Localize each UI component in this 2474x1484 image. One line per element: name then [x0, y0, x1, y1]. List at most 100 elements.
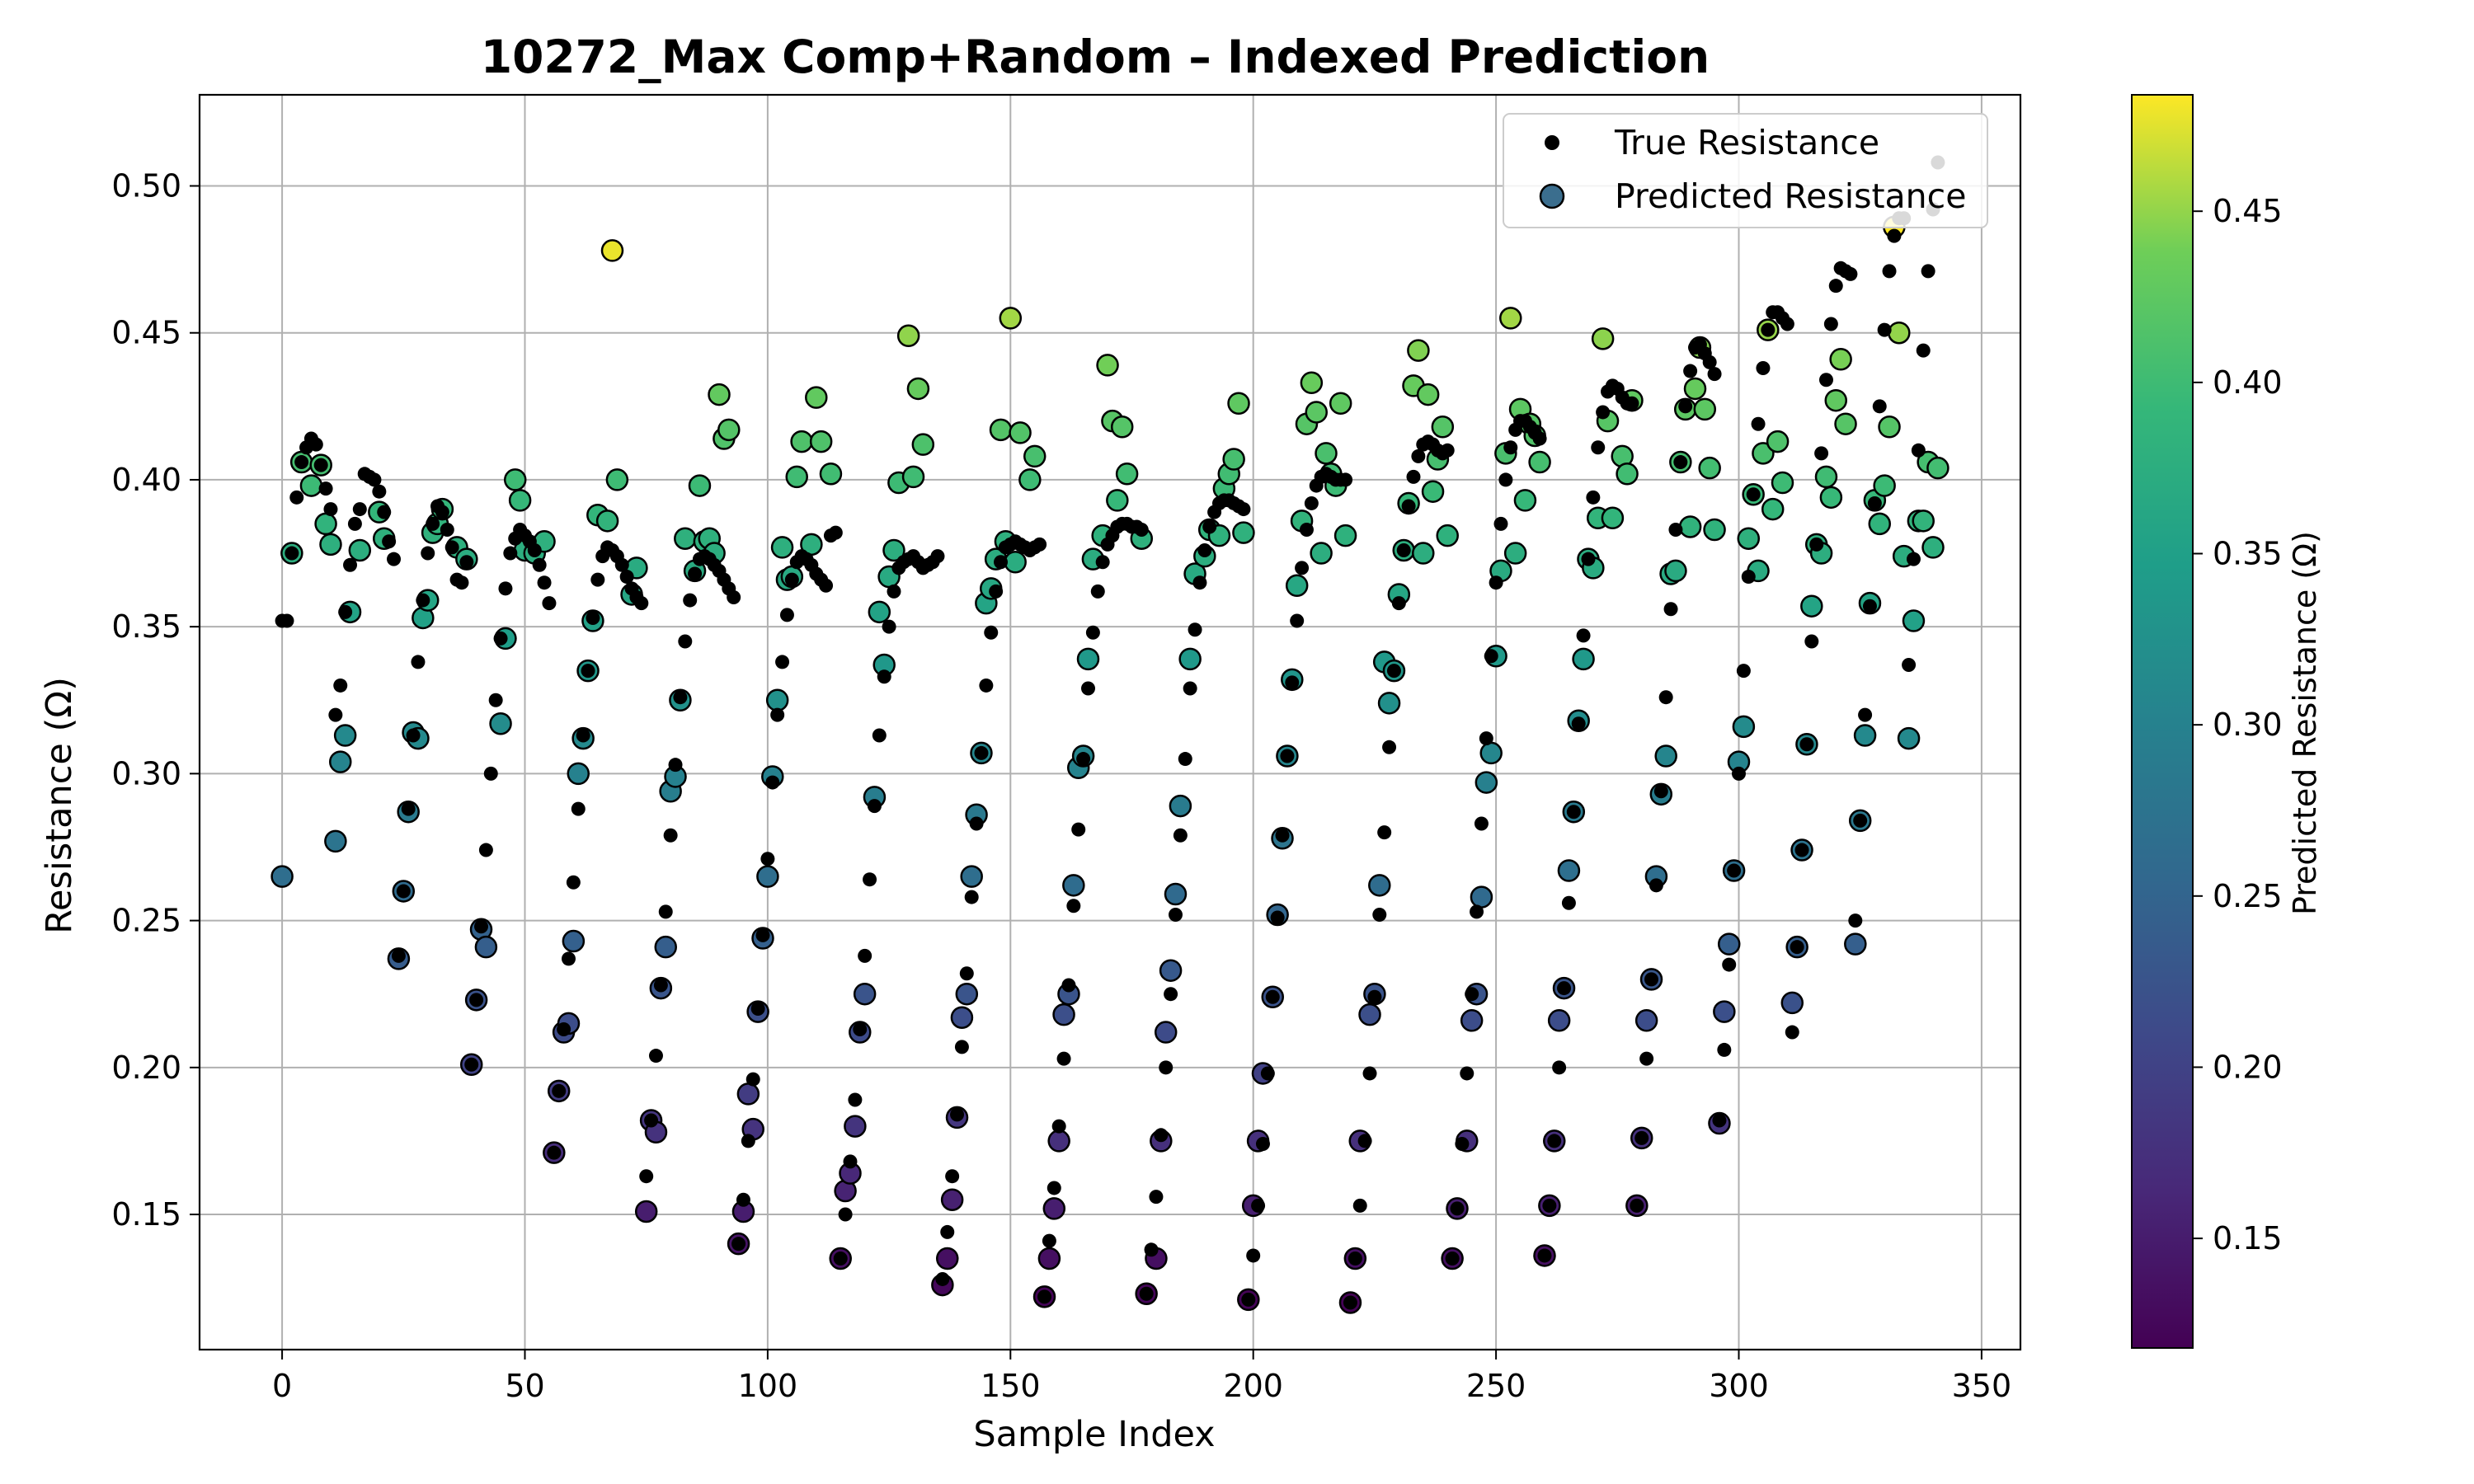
true-point	[1367, 989, 1382, 1004]
true-point	[313, 458, 328, 472]
true-point	[474, 919, 489, 934]
predicted-point	[1047, 1129, 1070, 1153]
true-point	[1489, 575, 1503, 590]
true-point	[1183, 681, 1197, 696]
predicted-point	[1329, 392, 1352, 416]
true-point	[755, 928, 770, 942]
true-point	[1853, 813, 1868, 828]
true-point	[1493, 516, 1508, 531]
colorbar-label: Predicted Resistance (Ω)	[2287, 531, 2323, 915]
predicted-point	[1023, 444, 1047, 468]
true-point	[1751, 416, 1766, 431]
predicted-point	[1305, 401, 1328, 424]
true-point	[1061, 978, 1076, 993]
true-point	[1828, 279, 1843, 294]
true-point	[1576, 628, 1591, 643]
predicted-point	[1780, 991, 1804, 1015]
true-point	[586, 610, 600, 625]
predicted-point	[474, 935, 498, 959]
true-point	[532, 557, 547, 572]
true-point	[1154, 1128, 1169, 1143]
predicted-point	[333, 724, 357, 747]
true-point	[391, 948, 406, 963]
true-point	[668, 758, 683, 773]
true-point	[1042, 1233, 1056, 1248]
true-point	[561, 951, 576, 966]
true-point	[1076, 752, 1091, 767]
true-point	[1260, 1066, 1275, 1081]
true-point	[1299, 523, 1314, 538]
y-tick-label: 0.40	[111, 462, 181, 498]
true-point	[401, 801, 416, 816]
true-point	[426, 516, 440, 531]
predicted-point	[1042, 1197, 1066, 1220]
true-point	[552, 1083, 567, 1098]
colorbar-gradient	[2131, 94, 2194, 1349]
true-point	[1164, 987, 1178, 1002]
true-point	[1241, 1292, 1256, 1307]
true-point	[1149, 1190, 1164, 1205]
true-point	[1290, 613, 1305, 628]
true-point	[289, 490, 304, 505]
predicted-point	[595, 510, 619, 533]
predicted-point	[1310, 542, 1333, 565]
predicted-point	[1912, 510, 1935, 533]
predicted-point	[717, 418, 741, 442]
colorbar-tick-label: 0.30	[2213, 707, 2283, 743]
predicted-point	[1037, 1247, 1061, 1270]
y-tick-label: 0.50	[111, 167, 181, 204]
predicted-point	[1377, 692, 1401, 715]
y-tick-label: 0.45	[111, 315, 181, 351]
true-point	[745, 1072, 760, 1087]
x-tick-label: 0	[272, 1368, 292, 1404]
predicted-point	[819, 463, 843, 486]
true-point	[858, 948, 872, 963]
true-point	[1756, 360, 1771, 375]
predicted-point	[1528, 450, 1551, 474]
predicted-point	[1766, 430, 1790, 453]
true-point	[867, 799, 882, 814]
true-point	[727, 590, 741, 605]
predicted-point	[790, 430, 813, 453]
true-point	[566, 875, 581, 890]
predicted-point	[882, 538, 905, 562]
predicted-point	[1693, 397, 1717, 421]
true-point	[1465, 987, 1479, 1002]
x-tick-label: 200	[1223, 1368, 1283, 1404]
predicted-point	[1547, 1009, 1571, 1032]
true-point	[731, 1237, 746, 1252]
chart-title: 10272_Max Comp+Random – Indexed Predicti…	[481, 31, 1710, 83]
true-point	[1872, 399, 1887, 414]
true-point	[1265, 989, 1280, 1004]
true-point	[1081, 681, 1096, 696]
colorbar: 0.15 0.20 0.25 0.30 0.35 0.40 0.45 Predicted R…	[2131, 94, 2323, 1349]
true-point	[1673, 455, 1688, 470]
true-point	[411, 655, 426, 669]
true-point	[940, 1224, 955, 1239]
true-point	[1411, 448, 1426, 463]
true-point	[945, 1169, 960, 1184]
predicted-point	[1698, 456, 1721, 480]
true-point	[1566, 805, 1581, 819]
true-point	[1814, 446, 1829, 461]
true-point	[294, 455, 309, 470]
true-point	[1338, 472, 1353, 487]
y-tick-label: 0.35	[111, 608, 181, 645]
legend-label-predicted: Predicted Resistance	[1615, 176, 1966, 216]
true-point	[1809, 537, 1824, 552]
true-point	[989, 584, 1004, 599]
true-point	[1683, 364, 1698, 378]
true-point	[1736, 664, 1751, 679]
predicted-point	[1878, 416, 1901, 439]
predicted-point	[1062, 874, 1085, 897]
true-point	[828, 525, 843, 540]
true-point	[1440, 443, 1455, 458]
true-point	[590, 572, 605, 587]
true-point	[1761, 322, 1776, 337]
predicted-point	[960, 865, 983, 888]
true-point	[1911, 443, 1926, 458]
true-point	[935, 1271, 950, 1286]
x-tick-label: 100	[738, 1368, 798, 1404]
true-point	[382, 534, 397, 549]
